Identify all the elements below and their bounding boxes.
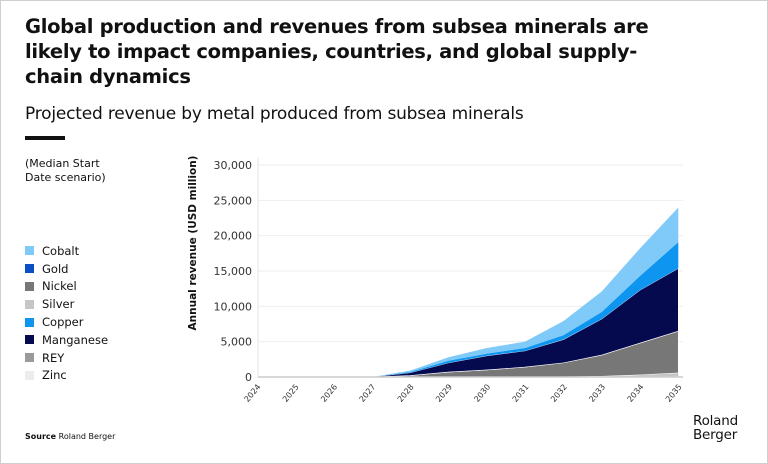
x-tick-label: 2033 bbox=[587, 383, 607, 404]
legend-label: Copper bbox=[42, 315, 84, 330]
page-title: Global production and revenues from subs… bbox=[25, 15, 649, 88]
title-rule bbox=[25, 136, 65, 140]
legend-label: Silver bbox=[42, 297, 75, 312]
x-tick-label: 2034 bbox=[626, 383, 646, 404]
logo-line2: Berger bbox=[693, 427, 738, 443]
x-tick-label: 2027 bbox=[357, 383, 377, 404]
legend-item-silver: Silver bbox=[25, 295, 108, 313]
legend-swatch bbox=[25, 317, 34, 327]
y-axis-label: Annual revenue (USD million) bbox=[187, 156, 199, 331]
legend-item-copper: Copper bbox=[25, 313, 108, 331]
x-tick-label: 2025 bbox=[281, 383, 301, 404]
y-tick-label: 15,000 bbox=[214, 265, 253, 278]
legend-swatch bbox=[25, 335, 34, 345]
y-tick-label: 20,000 bbox=[214, 230, 253, 243]
x-tick-label: 2026 bbox=[319, 383, 339, 404]
source-note: Source Roland Berger bbox=[25, 432, 115, 441]
y-tick-label: 25,000 bbox=[214, 194, 253, 207]
x-tick-label: 2032 bbox=[549, 383, 569, 404]
chart-subtitle: Projected revenue by metal produced from… bbox=[25, 104, 524, 124]
y-tick-label: 10,000 bbox=[214, 300, 253, 313]
legend-item-zinc: Zinc bbox=[25, 367, 108, 385]
legend-label: Cobalt bbox=[42, 243, 80, 258]
legend-label: Manganese bbox=[42, 332, 109, 347]
scenario-note: (Median Start Date scenario) bbox=[25, 157, 106, 184]
legend-label: Gold bbox=[42, 261, 69, 276]
legend-item-rey: REY bbox=[25, 349, 108, 367]
y-tick-label: 0 bbox=[245, 371, 252, 384]
y-tick-label: 30,000 bbox=[214, 159, 253, 172]
legend-swatch bbox=[25, 370, 34, 380]
legend-swatch bbox=[25, 281, 34, 291]
legend-label: Nickel bbox=[42, 279, 77, 294]
legend-item-gold: Gold bbox=[25, 260, 108, 278]
x-tick-label: 2030 bbox=[472, 383, 492, 404]
area-manganese bbox=[257, 267, 679, 378]
legend-swatch bbox=[25, 299, 34, 309]
legend-swatch bbox=[25, 353, 34, 363]
source-text: Roland Berger bbox=[58, 432, 116, 441]
x-tick-label: 2024 bbox=[243, 383, 263, 404]
roland-berger-logo: Roland Berger bbox=[693, 414, 738, 442]
logo-line1: Roland bbox=[693, 413, 738, 429]
source-label: Source bbox=[25, 432, 57, 441]
legend-label: Zinc bbox=[42, 368, 67, 383]
x-tick-label: 2031 bbox=[511, 383, 531, 404]
x-tick-label: 2035 bbox=[664, 383, 684, 404]
legend-item-cobalt: Cobalt bbox=[25, 242, 108, 260]
legend: Cobalt Gold Nickel Silver Copper Manganese REY… bbox=[25, 242, 108, 384]
x-tick-label: 2028 bbox=[396, 383, 416, 404]
legend-label: REY bbox=[42, 350, 65, 365]
legend-item-nickel: Nickel bbox=[25, 278, 108, 296]
x-tick-label: 2029 bbox=[434, 383, 454, 404]
legend-item-manganese: Manganese bbox=[25, 331, 108, 349]
legend-swatch bbox=[25, 264, 34, 274]
y-tick-label: 5,000 bbox=[221, 336, 253, 349]
legend-swatch bbox=[25, 246, 34, 256]
